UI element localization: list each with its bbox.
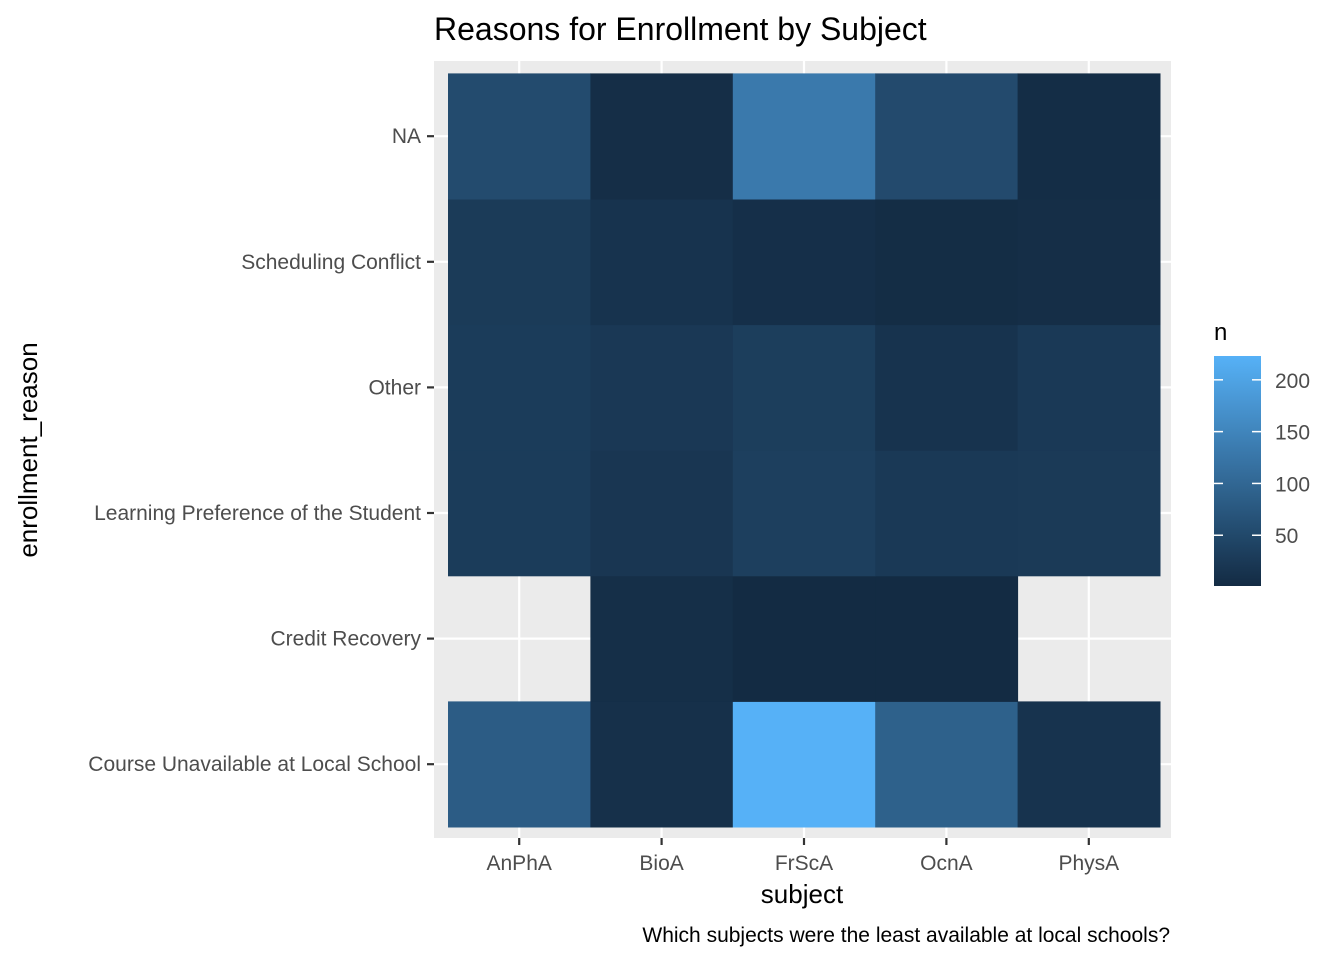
heatmap-tile xyxy=(875,450,1019,577)
y-tick-label: Course Unavailable at Local School xyxy=(88,753,421,776)
heatmap-tile xyxy=(732,73,876,200)
heatmap-tile xyxy=(448,450,591,577)
legend-title: n xyxy=(1214,319,1227,346)
legend-tick-label: 200 xyxy=(1275,370,1310,393)
heatmap-tile xyxy=(1017,450,1161,577)
heatmap-tile xyxy=(590,701,734,828)
y-axis: Course Unavailable at Local School Credit… xyxy=(88,125,434,776)
chart-caption: Which subjects were the least available … xyxy=(642,924,1170,947)
heatmap-tile xyxy=(1017,701,1161,828)
x-tick-label: BioA xyxy=(639,852,683,875)
heatmap-tile xyxy=(1017,73,1161,200)
heatmap-tile xyxy=(590,324,734,451)
legend-tick-label: 150 xyxy=(1275,422,1310,445)
heatmap-tile xyxy=(732,324,876,451)
heatmap-tiles xyxy=(448,73,1161,828)
legend-colorbar xyxy=(1214,356,1261,586)
x-tick-label: AnPhA xyxy=(487,852,552,875)
heatmap-tile xyxy=(1017,324,1161,451)
y-tick-label: Scheduling Conflict xyxy=(241,251,421,274)
legend-tick-label: 100 xyxy=(1275,473,1310,496)
heatmap-tile xyxy=(875,575,1019,702)
legend-ticks: 50 100 150 200 xyxy=(1214,370,1310,548)
heatmap-tile xyxy=(875,73,1019,200)
heatmap-tile xyxy=(875,701,1019,828)
heatmap-tile xyxy=(732,450,876,577)
heatmap-tile xyxy=(732,575,876,702)
chart-title: Reasons for Enrollment by Subject xyxy=(434,11,927,47)
heatmap-tile xyxy=(448,701,591,828)
x-tick-label: FrScA xyxy=(775,852,833,875)
heatmap-tile xyxy=(590,73,734,200)
y-axis-title: enrollment_reason xyxy=(13,342,43,557)
heatmap-tile xyxy=(732,701,876,828)
heatmap-tile xyxy=(875,324,1019,451)
heatmap-tile xyxy=(590,450,734,577)
y-tick-label: Other xyxy=(368,376,421,399)
x-tick-label: PhysA xyxy=(1058,852,1119,875)
y-tick-label: Learning Preference of the Student xyxy=(94,502,421,525)
y-tick-label: NA xyxy=(392,125,421,148)
heatmap-tile xyxy=(875,199,1019,326)
x-axis-title: subject xyxy=(761,879,844,909)
heatmap-tile xyxy=(590,199,734,326)
heatmap-tile xyxy=(448,73,591,200)
heatmap-tile xyxy=(448,199,591,326)
heatmap-tile xyxy=(732,199,876,326)
x-tick-label: OcnA xyxy=(920,852,973,875)
heatmap-tile xyxy=(1017,199,1161,326)
legend-tick-label: 50 xyxy=(1275,525,1298,548)
heatmap-tile xyxy=(448,324,591,451)
heatmap-tile xyxy=(590,575,734,702)
y-tick-label: Credit Recovery xyxy=(270,628,421,651)
x-axis: AnPhA BioA FrScA OcnA PhysA xyxy=(487,838,1119,875)
